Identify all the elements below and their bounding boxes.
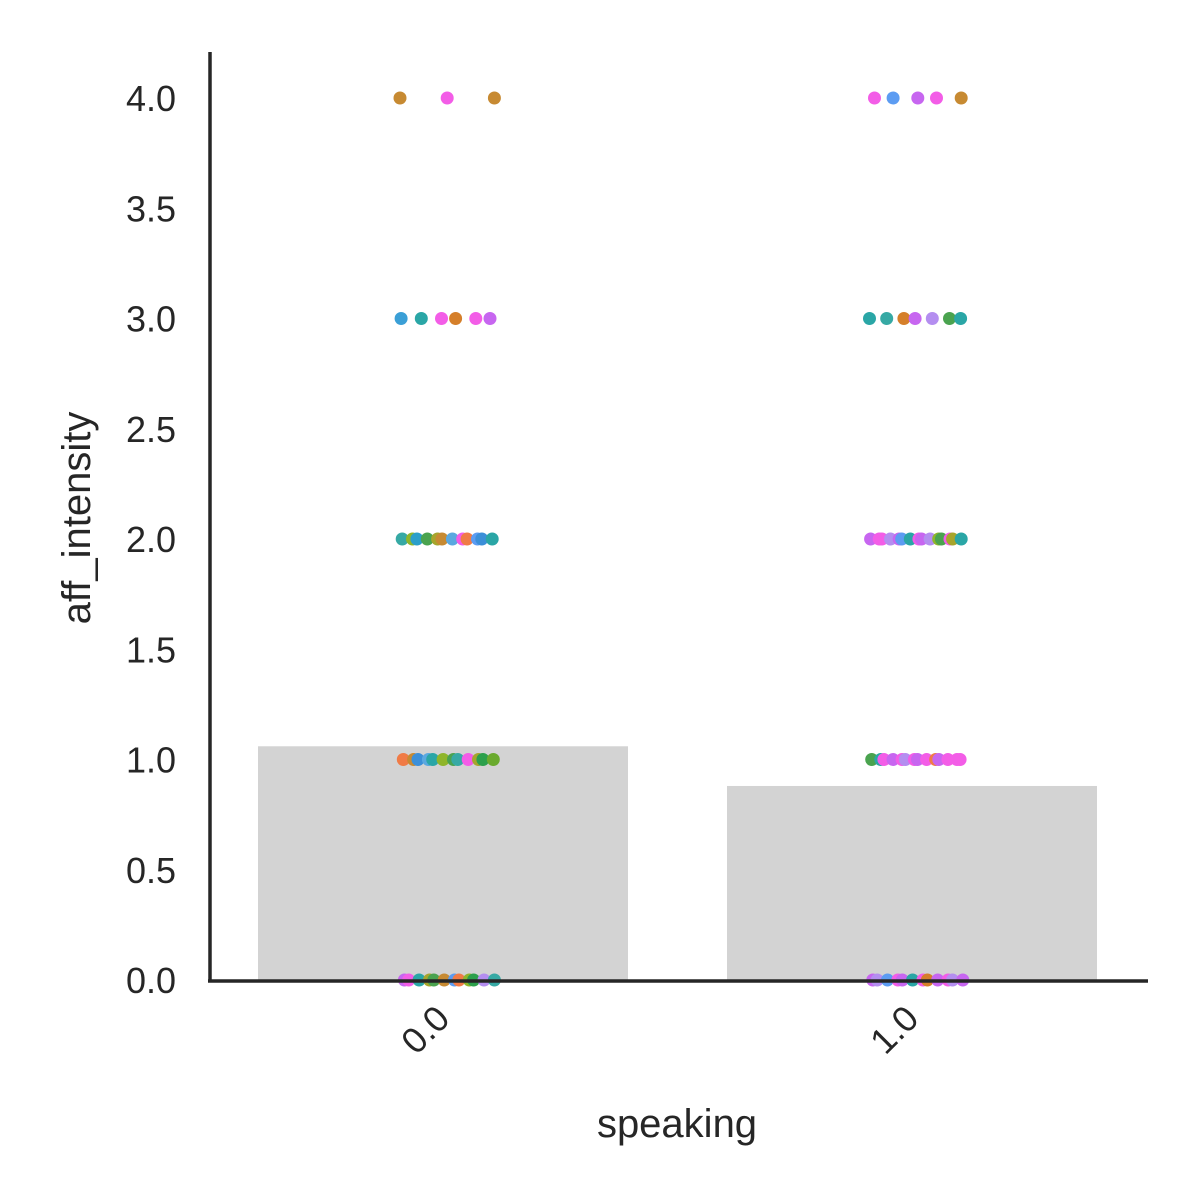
y-tick-label: 3.5 — [126, 188, 176, 229]
strip-point — [396, 753, 410, 766]
axes-layer — [208, 52, 1148, 983]
strip-point — [461, 753, 475, 766]
strip-point — [411, 753, 425, 766]
strip-point — [954, 532, 968, 546]
strip-point — [487, 91, 501, 105]
strip-point — [435, 312, 448, 325]
x-axis-label: speaking — [597, 1102, 757, 1146]
bar-1.0 — [727, 785, 1097, 980]
strip-point — [932, 753, 946, 766]
strip-point — [426, 753, 440, 766]
strip-point — [451, 753, 465, 766]
strip-point — [485, 532, 499, 546]
strip-point — [410, 532, 424, 546]
strip-point — [930, 91, 943, 105]
strip-point — [395, 532, 409, 546]
strip-point — [440, 91, 454, 105]
x-tick-labels: 0.0 1.0 — [393, 997, 926, 1061]
strip-point — [445, 532, 459, 546]
y-tick-label: 2.0 — [126, 519, 176, 560]
strip-point — [394, 312, 408, 325]
y-tick-label: 0.5 — [126, 850, 176, 891]
strip-point — [865, 753, 879, 766]
y-tick-label: 3.0 — [126, 299, 176, 340]
strip-point — [954, 91, 968, 105]
strip-point — [414, 312, 428, 325]
strip-point — [954, 312, 968, 325]
strip-point — [898, 753, 912, 766]
strip-point — [449, 312, 463, 325]
strip-point — [953, 753, 967, 766]
strip-point — [943, 312, 956, 325]
y-tick-labels: 0.0 0.5 1.0 1.5 2.0 2.5 3.0 3.5 4.0 — [126, 78, 176, 1001]
y-axis-label: aff_intensity — [55, 412, 99, 625]
strip-point — [911, 91, 925, 105]
y-tick-label: 4.0 — [126, 78, 176, 119]
strip-point — [863, 312, 876, 325]
y-tick-label: 1.5 — [126, 629, 176, 670]
y-tick-label: 0.0 — [126, 960, 176, 1001]
y-tick-label: 1.0 — [126, 740, 176, 781]
strip-point — [908, 312, 922, 325]
strip-point — [880, 312, 894, 325]
y-tick-label: 2.5 — [126, 409, 176, 450]
strip-point — [877, 753, 891, 766]
strip-point — [925, 312, 939, 325]
strip-point — [868, 91, 881, 105]
strip-point — [486, 753, 500, 766]
strip-point — [886, 91, 900, 105]
strip-point — [911, 753, 924, 766]
strip-point — [897, 312, 911, 325]
strip-point — [483, 312, 497, 325]
strip-point — [420, 532, 434, 546]
strip-point — [469, 312, 483, 325]
bars-layer — [258, 746, 1097, 980]
strip-point — [886, 753, 900, 766]
bar-0.0 — [258, 746, 628, 980]
strip-point — [475, 532, 489, 546]
strip-point — [436, 753, 450, 766]
strip-point — [435, 532, 449, 546]
strip-point — [941, 753, 955, 766]
strip-point — [460, 532, 474, 546]
strip-point — [920, 753, 934, 766]
x-tick-label: 1.0 — [862, 997, 926, 1061]
strip-point — [393, 91, 407, 105]
x-tick-label: 0.0 — [393, 997, 457, 1061]
strip-point — [476, 753, 490, 766]
